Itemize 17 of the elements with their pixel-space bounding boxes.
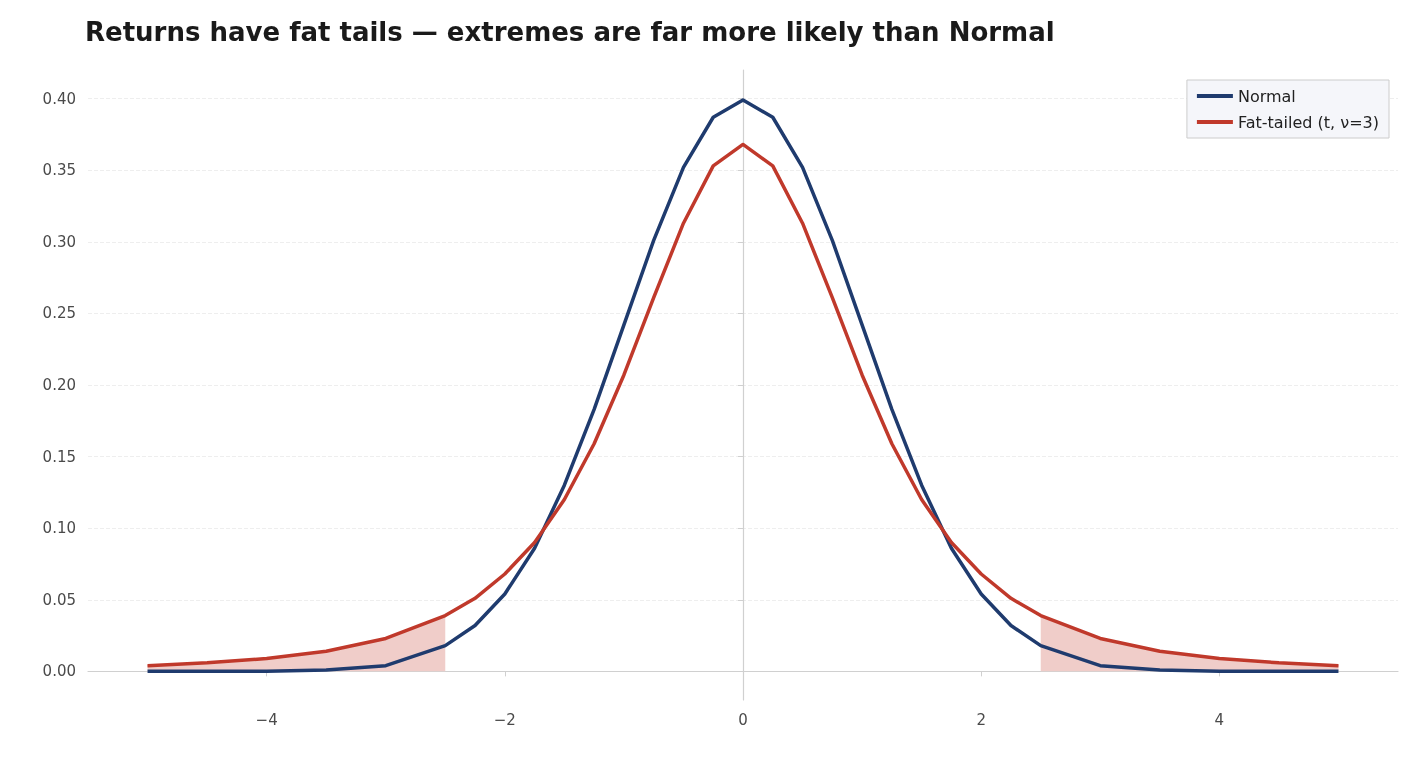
y-tick-label: 0.05 (42, 590, 76, 609)
x-tick-label: 0 (738, 710, 748, 729)
x-tick-label: 2 (976, 710, 986, 729)
y-tick-label: 0.40 (42, 89, 76, 108)
x-tick-label: 4 (1214, 710, 1225, 729)
x-tick-label: −4 (255, 710, 278, 729)
legend-label: Normal (1237, 86, 1296, 106)
y-tick-label: 0.35 (42, 161, 76, 180)
y-tick-label: 0.10 (42, 519, 76, 538)
y-tick-label: 0.30 (42, 232, 76, 251)
x-tick-label: −2 (493, 710, 516, 729)
y-tick-label: 0.15 (42, 447, 76, 466)
chart-title: Returns have fat tails — extremes are far more likely than Normal (85, 17, 1055, 47)
y-tick-label: 0.25 (42, 304, 76, 323)
legend-label: Fat-tailed (t, ν=3) (1237, 112, 1379, 132)
y-tick-label: 0.20 (42, 376, 76, 394)
y-tick-label: 0.00 (42, 662, 76, 681)
